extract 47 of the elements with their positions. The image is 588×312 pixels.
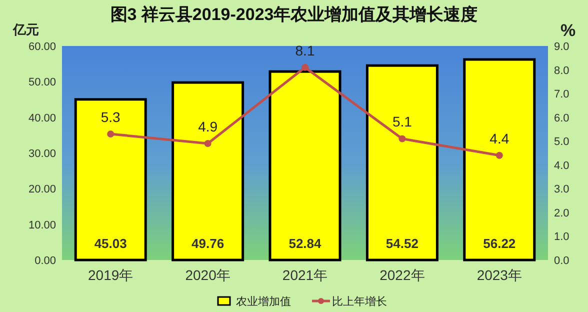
y2-tick-label: 2.0 — [554, 207, 570, 220]
bar — [463, 58, 536, 262]
y2-tick-label: 9.0 — [554, 41, 570, 53]
x-tick-label: 2023年 — [476, 267, 522, 283]
y-tick-label: 40.00 — [28, 112, 56, 124]
y2-tick-label: 8.0 — [554, 64, 570, 77]
x-tick-label: 2020年 — [185, 267, 230, 283]
data-label: 5.3 — [100, 108, 121, 125]
bar — [268, 70, 342, 262]
y-tick-label: 30.00 — [28, 148, 56, 160]
legend-label: 比上年增长 — [332, 295, 387, 308]
point — [302, 64, 308, 71]
data-label: 8.1 — [295, 42, 315, 58]
chart-title: 图3 祥云县2019-2023年农业增加值及其增长速度 — [110, 5, 478, 24]
data-label: 54.52 — [386, 236, 418, 251]
data-label: 4.9 — [198, 118, 218, 134]
data-label: 4.4 — [490, 130, 510, 146]
point — [107, 130, 114, 138]
y2-tick-label: 7.0 — [554, 88, 570, 101]
y2-axis-title: % — [560, 21, 576, 40]
data-label: 56.22 — [483, 236, 516, 251]
x-tick-label: 2022年 — [380, 267, 425, 283]
bar — [74, 98, 147, 262]
y2-tick-label: 3.0 — [554, 184, 570, 196]
x-tick-label: 2021年 — [282, 267, 328, 283]
y2-tick-label: 5.0 — [554, 136, 570, 148]
bar — [172, 81, 244, 262]
y-tick-label: 0.00 — [34, 255, 56, 267]
x-tick-label: 2019年 — [88, 267, 134, 283]
y-axis-title: 亿元 — [12, 22, 39, 37]
point — [398, 135, 406, 142]
data-label: 5.1 — [392, 114, 412, 130]
point — [496, 152, 503, 159]
y2-tick-label: 1.0 — [554, 231, 570, 244]
y-tick-label: 50.00 — [28, 76, 56, 89]
legend-label: 农业增加值 — [236, 295, 291, 308]
bar — [366, 64, 438, 262]
point — [204, 140, 212, 147]
y-tick-label: 60.00 — [28, 41, 56, 53]
data-label: 49.76 — [192, 236, 224, 251]
y-tick-label: 20.00 — [28, 184, 56, 196]
y2-tick-label: 0.0 — [554, 255, 570, 267]
data-label: 52.84 — [288, 236, 322, 251]
y2-tick-label: 6.0 — [554, 112, 570, 124]
data-label: 45.03 — [94, 236, 127, 251]
y2-tick-label: 4.0 — [554, 160, 570, 172]
y-tick-label: 10.00 — [28, 219, 56, 232]
